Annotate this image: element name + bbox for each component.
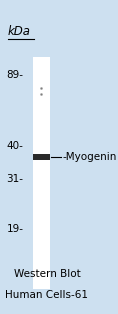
Text: 89-: 89- (6, 70, 23, 80)
Text: kDa: kDa (8, 25, 31, 38)
Text: 40-: 40- (7, 141, 23, 151)
FancyBboxPatch shape (33, 57, 50, 289)
Text: Human Cells-61: Human Cells-61 (5, 290, 88, 300)
Text: -Myogenin: -Myogenin (63, 152, 117, 162)
Text: 19-: 19- (6, 224, 23, 234)
Text: 31-: 31- (6, 174, 23, 184)
Text: Western Blot: Western Blot (14, 269, 80, 279)
FancyBboxPatch shape (33, 154, 50, 160)
